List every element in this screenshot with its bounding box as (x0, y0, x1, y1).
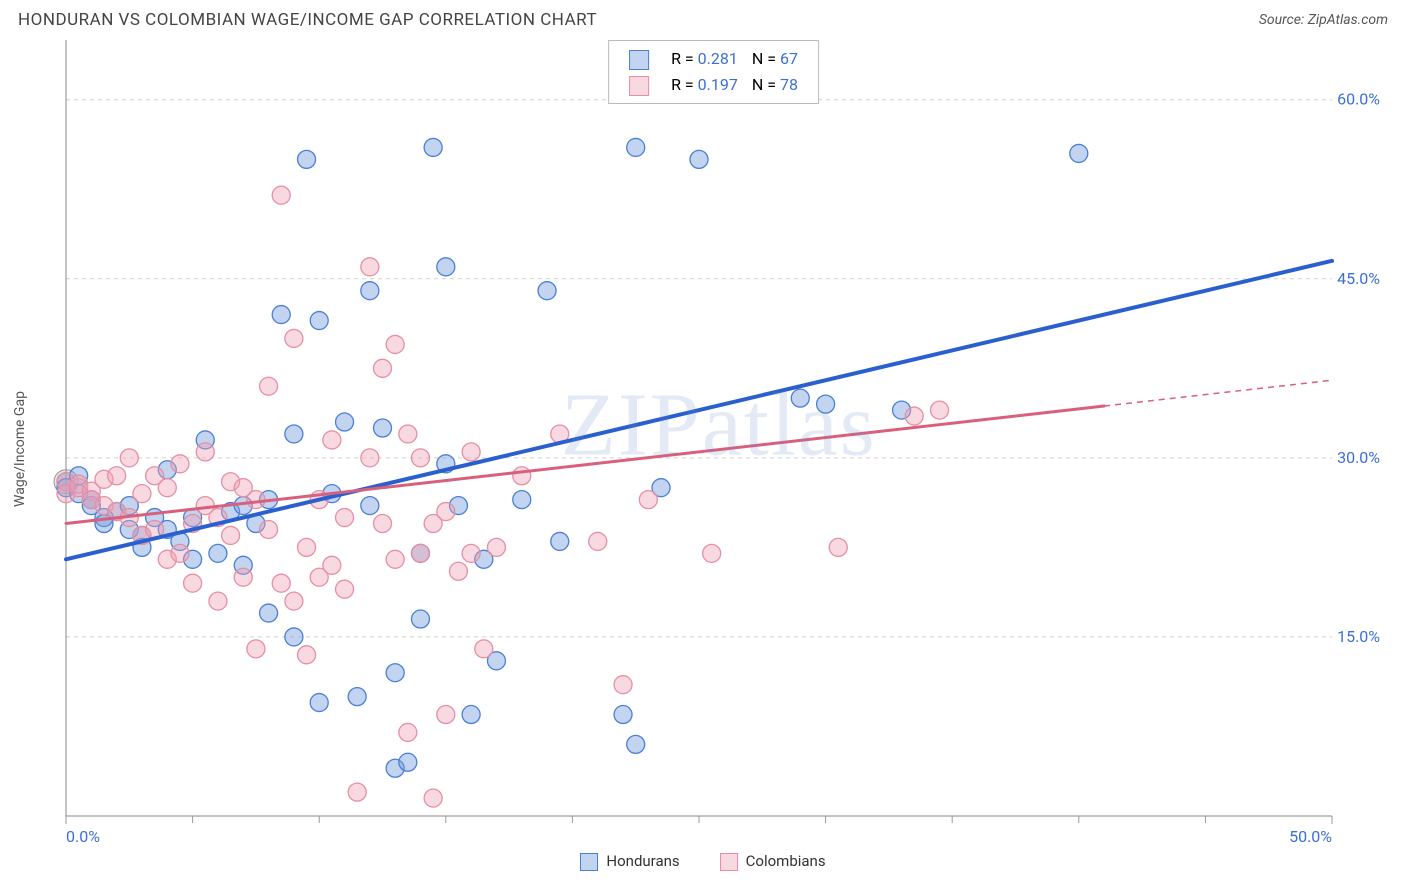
scatter-chart: 15.0% 30.0% 45.0% 60.0% 0.0% 50.0% (12, 36, 1394, 846)
svg-text:15.0%: 15.0% (1337, 627, 1380, 646)
legend-item-colombians: Colombians (720, 852, 826, 871)
r-value-colombians: 0.197 (698, 75, 738, 94)
svg-text:50.0%: 50.0% (1289, 827, 1332, 846)
legend-item-hondurans: Hondurans (580, 852, 679, 871)
chart-source: Source: ZipAtlas.com (1259, 12, 1388, 28)
n-value-colombians: 78 (780, 75, 798, 94)
svg-text:45.0%: 45.0% (1337, 269, 1380, 288)
y-axis-title: Wage/Income Gap (12, 391, 28, 507)
legend-label-colombians: Colombians (746, 852, 826, 870)
n-value-hondurans: 67 (780, 49, 798, 68)
legend-label-hondurans: Hondurans (606, 852, 679, 870)
svg-text:30.0%: 30.0% (1337, 448, 1380, 467)
svg-text:60.0%: 60.0% (1337, 90, 1380, 109)
r-prefix: R = (671, 49, 694, 68)
svg-text:0.0%: 0.0% (66, 827, 100, 846)
swatch-pink-icon (629, 76, 649, 96)
corr-row-colombians: R = 0.197 N = 78 (623, 73, 804, 97)
chart-title: HONDURAN VS COLOMBIAN WAGE/INCOME GAP CO… (18, 10, 597, 30)
corr-row-hondurans: R = 0.281 N = 67 (623, 47, 804, 71)
source-label: Source: (1259, 12, 1308, 28)
n-prefix: N = (752, 49, 776, 68)
legend-swatch-blue-icon (580, 853, 598, 871)
correlation-legend: R = 0.281 N = 67 R = 0.197 N = 78 (608, 40, 819, 104)
source-name: ZipAtlas.com (1308, 12, 1388, 28)
r-value-hondurans: 0.281 (698, 49, 738, 68)
chart-area: Wage/Income Gap 15.0% 30.0% 45.0% 60.0% 0.0%… (12, 36, 1394, 846)
swatch-blue-icon (629, 50, 649, 70)
series-legend: Hondurans Colombians (0, 852, 1406, 871)
legend-swatch-pink-icon (720, 853, 738, 871)
chart-header: HONDURAN VS COLOMBIAN WAGE/INCOME GAP CO… (0, 0, 1406, 36)
r-prefix: R = (671, 75, 694, 94)
n-prefix: N = (752, 75, 776, 94)
